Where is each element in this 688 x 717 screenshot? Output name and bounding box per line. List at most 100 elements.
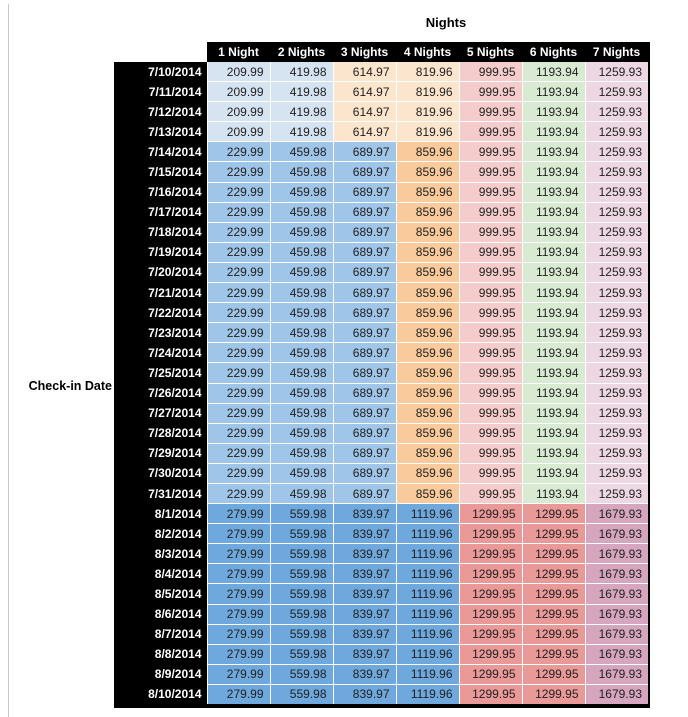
price-cell[interactable]: 279.99 xyxy=(206,644,271,665)
price-cell[interactable]: 1193.94 xyxy=(522,403,586,424)
price-cell[interactable]: 1119.96 xyxy=(396,604,460,625)
price-cell[interactable]: 1259.93 xyxy=(585,161,650,183)
checkin-date-cell[interactable]: 7/23/2014 xyxy=(114,322,207,343)
price-cell[interactable]: 279.99 xyxy=(206,523,271,545)
checkin-date-cell[interactable]: 7/13/2014 xyxy=(114,121,207,142)
price-cell[interactable]: 819.96 xyxy=(396,101,460,123)
checkin-date-cell[interactable]: 8/3/2014 xyxy=(114,543,207,564)
price-cell[interactable]: 859.96 xyxy=(396,403,460,424)
price-cell[interactable]: 859.96 xyxy=(396,202,460,223)
column-header-4-nights[interactable]: 4 Nights xyxy=(396,42,459,62)
price-cell[interactable]: 1193.94 xyxy=(522,383,586,404)
price-cell[interactable]: 419.98 xyxy=(270,62,334,83)
price-cell[interactable]: 459.98 xyxy=(270,202,334,223)
price-cell[interactable]: 459.98 xyxy=(270,222,334,243)
price-cell[interactable]: 999.95 xyxy=(459,141,523,163)
checkin-date-cell[interactable]: 8/7/2014 xyxy=(114,624,207,645)
price-cell[interactable]: 1193.94 xyxy=(522,362,586,384)
price-cell[interactable]: 689.97 xyxy=(333,423,397,444)
price-cell[interactable]: 459.98 xyxy=(270,483,334,505)
price-cell[interactable]: 229.99 xyxy=(206,463,271,484)
price-cell[interactable]: 689.97 xyxy=(333,483,397,505)
price-cell[interactable]: 1193.94 xyxy=(522,483,586,505)
price-cell[interactable]: 459.98 xyxy=(270,282,334,304)
checkin-date-cell[interactable]: 7/27/2014 xyxy=(114,403,207,424)
price-cell[interactable]: 1193.94 xyxy=(522,182,586,203)
price-cell[interactable]: 1193.94 xyxy=(522,222,586,243)
price-cell[interactable]: 279.99 xyxy=(206,583,271,605)
price-cell[interactable]: 859.96 xyxy=(396,423,460,444)
price-cell[interactable]: 999.95 xyxy=(459,62,523,83)
price-cell[interactable]: 1299.95 xyxy=(522,503,586,525)
price-cell[interactable]: 859.96 xyxy=(396,262,460,284)
price-cell[interactable]: 1299.95 xyxy=(459,583,523,605)
price-cell[interactable]: 459.98 xyxy=(270,322,334,344)
price-cell[interactable]: 859.96 xyxy=(396,342,460,364)
price-cell[interactable]: 229.99 xyxy=(206,182,271,203)
checkin-date-cell[interactable]: 7/26/2014 xyxy=(114,383,207,404)
price-cell[interactable]: 1259.93 xyxy=(585,342,650,364)
price-cell[interactable]: 614.97 xyxy=(333,101,397,123)
price-cell[interactable]: 1259.93 xyxy=(585,182,650,203)
price-cell[interactable]: 229.99 xyxy=(206,443,271,464)
price-cell[interactable]: 999.95 xyxy=(459,182,523,203)
price-cell[interactable]: 209.99 xyxy=(206,121,271,143)
price-cell[interactable]: 1119.96 xyxy=(396,503,460,525)
checkin-date-cell[interactable]: 8/6/2014 xyxy=(114,604,207,625)
price-cell[interactable]: 1299.95 xyxy=(522,684,586,707)
price-cell[interactable]: 859.96 xyxy=(396,483,460,505)
price-cell[interactable]: 229.99 xyxy=(206,302,271,324)
column-header-7-nights[interactable]: 7 Nights xyxy=(585,42,649,62)
price-cell[interactable]: 1119.96 xyxy=(396,523,460,545)
price-cell[interactable]: 1259.93 xyxy=(585,222,650,243)
price-cell[interactable]: 559.98 xyxy=(270,563,334,585)
price-cell[interactable]: 999.95 xyxy=(459,443,523,464)
price-cell[interactable]: 229.99 xyxy=(206,262,271,284)
price-cell[interactable]: 1679.93 xyxy=(585,644,650,665)
price-cell[interactable]: 559.98 xyxy=(270,543,334,565)
price-cell[interactable]: 1259.93 xyxy=(585,121,650,143)
price-cell[interactable]: 459.98 xyxy=(270,463,334,484)
price-cell[interactable]: 689.97 xyxy=(333,342,397,364)
price-cell[interactable]: 689.97 xyxy=(333,403,397,424)
checkin-date-cell[interactable]: 8/4/2014 xyxy=(114,563,207,584)
price-cell[interactable]: 229.99 xyxy=(206,403,271,424)
price-cell[interactable]: 1193.94 xyxy=(522,302,586,324)
price-cell[interactable]: 999.95 xyxy=(459,483,523,505)
price-cell[interactable]: 839.97 xyxy=(333,583,397,605)
price-cell[interactable]: 689.97 xyxy=(333,222,397,243)
price-cell[interactable]: 459.98 xyxy=(270,443,334,464)
price-cell[interactable]: 559.98 xyxy=(270,523,334,545)
price-cell[interactable]: 279.99 xyxy=(206,624,271,645)
price-cell[interactable]: 1299.95 xyxy=(522,644,586,665)
price-cell[interactable]: 839.97 xyxy=(333,644,397,665)
price-cell[interactable]: 689.97 xyxy=(333,262,397,284)
checkin-date-cell[interactable]: 7/28/2014 xyxy=(114,423,207,444)
checkin-date-cell[interactable]: 7/14/2014 xyxy=(114,141,207,162)
price-cell[interactable]: 1193.94 xyxy=(522,262,586,284)
price-cell[interactable]: 689.97 xyxy=(333,282,397,304)
price-cell[interactable]: 1299.95 xyxy=(459,664,523,685)
price-cell[interactable]: 559.98 xyxy=(270,664,334,685)
price-cell[interactable]: 1119.96 xyxy=(396,563,460,585)
price-cell[interactable]: 559.98 xyxy=(270,583,334,605)
price-cell[interactable]: 1119.96 xyxy=(396,583,460,605)
price-cell[interactable]: 614.97 xyxy=(333,121,397,143)
price-cell[interactable]: 1259.93 xyxy=(585,242,650,263)
price-cell[interactable]: 1299.95 xyxy=(522,563,586,585)
price-cell[interactable]: 1299.95 xyxy=(459,604,523,625)
checkin-date-cell[interactable]: 8/5/2014 xyxy=(114,583,207,605)
price-cell[interactable]: 689.97 xyxy=(333,362,397,384)
price-cell[interactable]: 1193.94 xyxy=(522,242,586,263)
checkin-date-cell[interactable]: 7/29/2014 xyxy=(114,443,207,464)
price-cell[interactable]: 229.99 xyxy=(206,141,271,163)
price-cell[interactable]: 1259.93 xyxy=(585,101,650,123)
price-cell[interactable]: 559.98 xyxy=(270,604,334,625)
price-cell[interactable]: 689.97 xyxy=(333,242,397,263)
price-cell[interactable]: 459.98 xyxy=(270,423,334,444)
price-cell[interactable]: 419.98 xyxy=(270,101,334,123)
price-cell[interactable]: 559.98 xyxy=(270,624,334,645)
price-cell[interactable]: 1193.94 xyxy=(522,141,586,163)
price-cell[interactable]: 999.95 xyxy=(459,161,523,183)
price-cell[interactable]: 1299.95 xyxy=(522,523,586,545)
